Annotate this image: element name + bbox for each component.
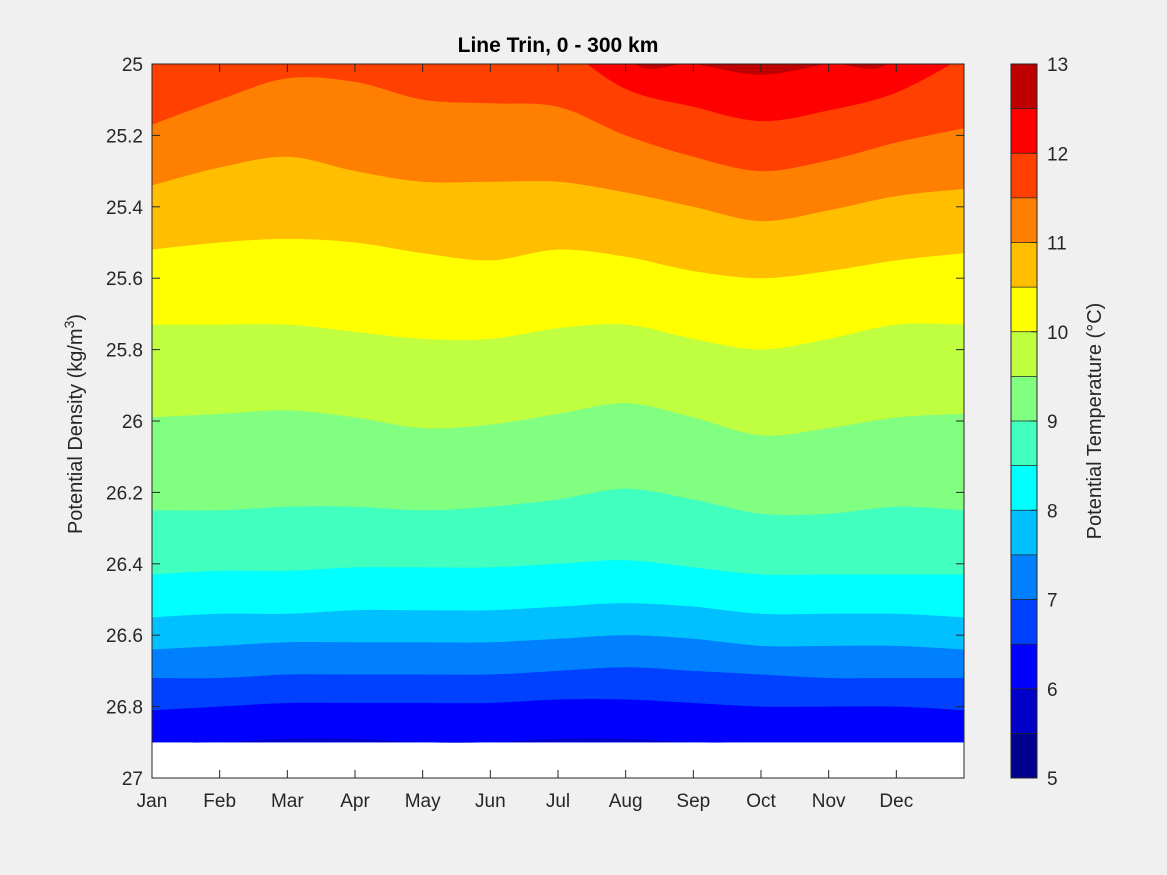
colorbar-tick-label: 10 xyxy=(1047,323,1068,344)
y-tick-label: 25 xyxy=(122,55,143,76)
x-tick-label: Jun xyxy=(475,791,506,812)
contour-band xyxy=(152,699,964,743)
colorbar-tick-label: 7 xyxy=(1047,591,1058,612)
y-tick-label: 26.4 xyxy=(106,555,143,576)
y-axis-title: Potential Density (kg/m3) xyxy=(61,314,87,534)
x-tick-label: Sep xyxy=(676,791,710,812)
colorbar xyxy=(1011,64,1037,778)
colorbar-tick-label: 5 xyxy=(1047,769,1058,790)
x-tick-label: Apr xyxy=(340,791,370,812)
x-tick-label: Oct xyxy=(746,791,776,812)
colorbar-segment xyxy=(1011,376,1037,421)
colorbar-segment xyxy=(1011,197,1037,243)
colorbar-segment xyxy=(1011,108,1037,154)
colorbar-segment xyxy=(1011,64,1037,109)
colorbar-tick-label: 13 xyxy=(1047,55,1068,76)
colorbar-segment xyxy=(1011,554,1037,600)
colorbar-segment xyxy=(1011,421,1037,466)
y-tick-label: 26.8 xyxy=(106,698,143,719)
y-tick-label: 25.2 xyxy=(106,126,143,147)
colorbar-title: Potential Temperature (°C) xyxy=(1084,303,1106,540)
colorbar-segment xyxy=(1011,242,1037,288)
chart-title: Line Trin, 0 - 300 km xyxy=(458,34,659,57)
y-tick-label: 26.6 xyxy=(106,626,143,647)
colorbar-tick-label: 12 xyxy=(1047,144,1068,165)
x-tick-label: Mar xyxy=(271,791,304,812)
colorbar-tick-label: 8 xyxy=(1047,501,1058,522)
y-tick-label: 25.4 xyxy=(106,198,143,219)
contour-band xyxy=(152,738,964,743)
colorbar-segment xyxy=(1011,465,1037,511)
colorbar-segment xyxy=(1011,331,1037,377)
y-tick-label: 26 xyxy=(122,412,143,433)
colorbar-segment xyxy=(1011,153,1037,198)
y-tick-label: 25.6 xyxy=(106,269,143,290)
x-tick-label: Nov xyxy=(812,791,846,812)
colorbar-segment xyxy=(1011,287,1037,332)
x-tick-label: Jan xyxy=(137,791,168,812)
y-tick-label: 25.8 xyxy=(106,341,143,362)
colorbar-tick-label: 9 xyxy=(1047,412,1058,433)
x-tick-label: Jul xyxy=(546,791,570,812)
x-tick-label: Feb xyxy=(203,791,236,812)
x-tick-label: May xyxy=(405,791,441,812)
x-tick-label: Aug xyxy=(609,791,643,812)
colorbar-segment xyxy=(1011,688,1037,734)
colorbar-tick-label: 6 xyxy=(1047,680,1058,701)
colorbar-segment xyxy=(1011,510,1037,555)
colorbar-ticks: 5 6 7 8 9 10 11 12 13 xyxy=(1031,55,1068,790)
y-tick-label: 27 xyxy=(122,769,143,790)
y-axis: 25 25.2 25.4 25.6 25.8 26 26.2 26.4 26.6 26.8 27 xyxy=(106,55,964,790)
colorbar-segment xyxy=(1011,599,1037,645)
colorbar-segment xyxy=(1011,644,1037,689)
contour-fills xyxy=(152,64,964,743)
x-tick-label: Dec xyxy=(879,791,913,812)
x-axis: Jan Feb Mar Apr May Jun Jul Aug Sep Oct Nov Dec xyxy=(137,64,913,812)
colorbar-segment xyxy=(1011,733,1037,778)
y-tick-label: 26.2 xyxy=(106,483,143,504)
colorbar-tick-label: 11 xyxy=(1047,234,1067,255)
